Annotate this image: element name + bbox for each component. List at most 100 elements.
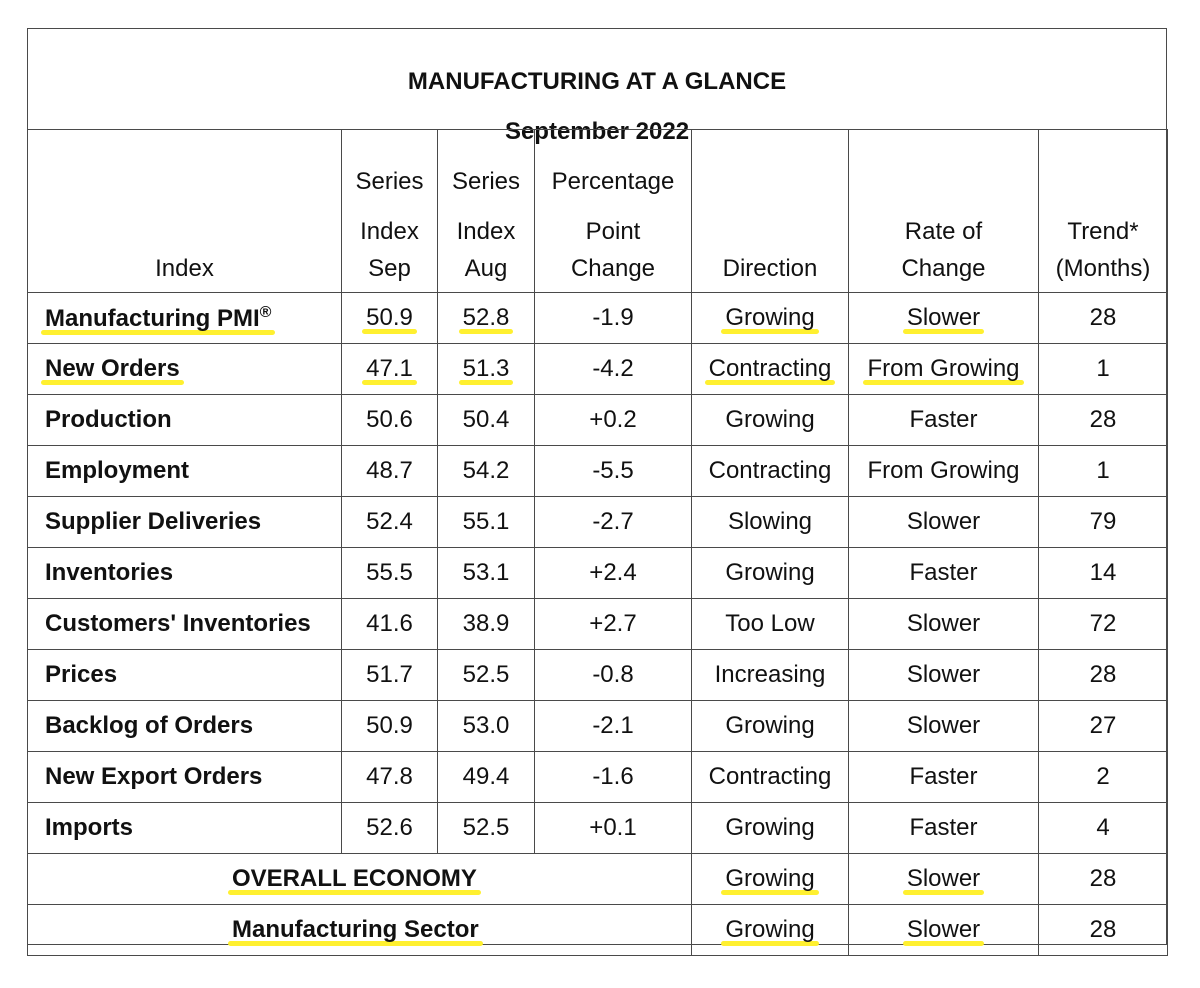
row-direction-cell: Contracting	[691, 751, 849, 803]
row-direction-cell: Growing	[691, 394, 849, 446]
row-change-cell: +2.4	[534, 547, 692, 599]
row-change-cell: +2.7	[534, 598, 692, 650]
summary-row-overall-economy: OVERALL ECONOMY Growing Slower 28	[27, 853, 1168, 905]
column-header-index: Index	[27, 129, 342, 293]
page-title: MANUFACTURING AT A GLANCE	[407, 68, 787, 95]
row-aug-cell: 50.4	[437, 394, 535, 446]
row-rate-cell: From Growing	[848, 343, 1039, 395]
table-row: New Export Orders 47.8 49.4 -1.6 Contrac…	[27, 751, 1168, 803]
header-row: Index Series Index Sep Series Index Aug …	[27, 129, 1168, 293]
row-trend-cell: 72	[1038, 598, 1168, 650]
row-direction-cell: Growing	[691, 700, 849, 752]
table-row: Supplier Deliveries 52.4 55.1 -2.7 Slowi…	[27, 496, 1168, 548]
table-row: New Orders 47.1 51.3 -4.2 Contracting Fr…	[27, 343, 1168, 395]
summary-row-manufacturing-sector: Manufacturing Sector Growing Slower 28	[27, 904, 1168, 956]
row-rate-cell: Slower	[848, 598, 1039, 650]
row-aug-cell: 53.0	[437, 700, 535, 752]
row-index-cell: Imports	[27, 802, 342, 854]
column-header-aug: Series Index Aug	[437, 129, 535, 293]
row-direction-cell: Slowing	[691, 496, 849, 548]
row-trend-cell: 27	[1038, 700, 1168, 752]
row-index-cell: New Orders	[27, 343, 342, 395]
row-direction-cell: Growing	[691, 547, 849, 599]
row-aug-cell: 55.1	[437, 496, 535, 548]
row-change-cell: -2.7	[534, 496, 692, 548]
row-rate-cell: Slower	[848, 292, 1039, 344]
row-rate-cell: From Growing	[848, 445, 1039, 497]
row-sep-cell: 50.9	[341, 292, 438, 344]
row-sep-cell: 50.6	[341, 394, 438, 446]
row-index-cell: Prices	[27, 649, 342, 701]
row-trend-cell: 1	[1038, 445, 1168, 497]
row-sep-cell: 50.9	[341, 700, 438, 752]
row-change-cell: -2.1	[534, 700, 692, 752]
row-direction-cell: Increasing	[691, 649, 849, 701]
summary-trend-cell: 28	[1038, 853, 1168, 905]
row-change-cell: -4.2	[534, 343, 692, 395]
row-sep-cell: 52.6	[341, 802, 438, 854]
row-rate-cell: Faster	[848, 802, 1039, 854]
row-aug-cell: 53.1	[437, 547, 535, 599]
row-trend-cell: 2	[1038, 751, 1168, 803]
row-sep-cell: 48.7	[341, 445, 438, 497]
row-change-cell: -1.6	[534, 751, 692, 803]
column-header-rate: Rate of Change	[848, 129, 1039, 293]
row-trend-cell: 4	[1038, 802, 1168, 854]
row-rate-cell: Slower	[848, 649, 1039, 701]
row-index-cell: New Export Orders	[27, 751, 342, 803]
column-header-change: Percentage Point Change	[534, 129, 692, 293]
row-direction-cell: Contracting	[691, 343, 849, 395]
row-sep-cell: 47.8	[341, 751, 438, 803]
row-direction-cell: Growing	[691, 292, 849, 344]
column-header-sep: Series Index Sep	[341, 129, 438, 293]
table-row: Prices 51.7 52.5 -0.8 Increasing Slower …	[27, 649, 1168, 701]
row-trend-cell: 14	[1038, 547, 1168, 599]
row-index-cell: Manufacturing PMI®	[27, 292, 342, 344]
row-rate-cell: Slower	[848, 700, 1039, 752]
row-index-cell: Backlog of Orders	[27, 700, 342, 752]
row-sep-cell: 51.7	[341, 649, 438, 701]
row-trend-cell: 28	[1038, 394, 1168, 446]
table-row: Imports 52.6 52.5 +0.1 Growing Faster 4	[27, 802, 1168, 854]
summary-direction-cell: Growing	[691, 904, 849, 956]
column-header-trend: Trend* (Months)	[1038, 129, 1168, 293]
table-row: Customers' Inventories 41.6 38.9 +2.7 To…	[27, 598, 1168, 650]
row-change-cell: +0.1	[534, 802, 692, 854]
row-aug-cell: 52.8	[437, 292, 535, 344]
summary-rate-cell: Slower	[848, 904, 1039, 956]
table-title-block: MANUFACTURING AT A GLANCE September 2022	[27, 28, 1167, 144]
column-header-direction: Direction	[691, 129, 849, 293]
row-change-cell: +0.2	[534, 394, 692, 446]
row-index-cell: Customers' Inventories	[27, 598, 342, 650]
table-row: Production 50.6 50.4 +0.2 Growing Faster…	[27, 394, 1168, 446]
row-rate-cell: Slower	[848, 496, 1039, 548]
manufacturing-table: Index Series Index Sep Series Index Aug …	[27, 129, 1168, 956]
row-sep-cell: 41.6	[341, 598, 438, 650]
row-change-cell: -5.5	[534, 445, 692, 497]
row-aug-cell: 51.3	[437, 343, 535, 395]
row-trend-cell: 28	[1038, 292, 1168, 344]
summary-direction-cell: Growing	[691, 853, 849, 905]
row-direction-cell: Contracting	[691, 445, 849, 497]
row-aug-cell: 52.5	[437, 802, 535, 854]
row-rate-cell: Faster	[848, 547, 1039, 599]
row-sep-cell: 55.5	[341, 547, 438, 599]
summary-rate-cell: Slower	[848, 853, 1039, 905]
row-sep-cell: 52.4	[341, 496, 438, 548]
row-rate-cell: Faster	[848, 394, 1039, 446]
row-change-cell: -1.9	[534, 292, 692, 344]
table-row: Manufacturing PMI® 50.9 52.8 -1.9 Growin…	[27, 292, 1168, 344]
row-rate-cell: Faster	[848, 751, 1039, 803]
summary-label-cell: OVERALL ECONOMY	[27, 853, 692, 905]
row-index-cell: Production	[27, 394, 342, 446]
row-index-cell: Supplier Deliveries	[27, 496, 342, 548]
table-row: Employment 48.7 54.2 -5.5 Contracting Fr…	[27, 445, 1168, 497]
row-aug-cell: 54.2	[437, 445, 535, 497]
table-row: Inventories 55.5 53.1 +2.4 Growing Faste…	[27, 547, 1168, 599]
row-direction-cell: Too Low	[691, 598, 849, 650]
row-change-cell: -0.8	[534, 649, 692, 701]
row-aug-cell: 38.9	[437, 598, 535, 650]
row-index-cell: Employment	[27, 445, 342, 497]
row-direction-cell: Growing	[691, 802, 849, 854]
row-index-cell: Inventories	[27, 547, 342, 599]
